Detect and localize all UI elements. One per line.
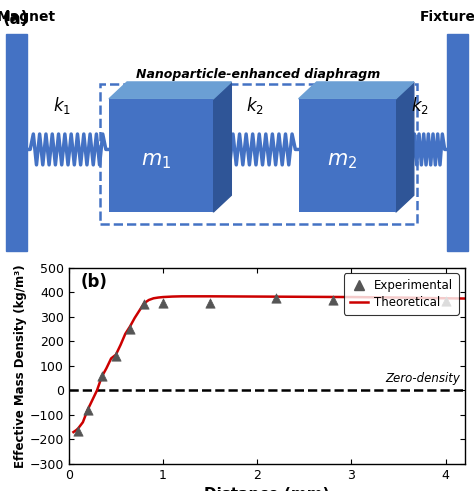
Bar: [6, 34, 27, 251]
Text: Fixture: Fixture: [420, 10, 474, 24]
Bar: [109, 99, 213, 212]
Point: [74, 427, 82, 435]
Text: Zero-density: Zero-density: [385, 372, 460, 385]
Point: [159, 300, 167, 307]
Point: [112, 352, 119, 360]
Text: Magnet: Magnet: [0, 10, 55, 24]
Text: $m_2$: $m_2$: [327, 151, 357, 171]
Point: [272, 294, 280, 302]
Text: $m_1$: $m_1$: [141, 151, 171, 171]
Text: (a): (a): [2, 10, 28, 27]
Legend: Experimental, Theoretical: Experimental, Theoretical: [344, 273, 459, 315]
X-axis label: Distance (mm): Distance (mm): [204, 488, 329, 491]
Point: [329, 296, 337, 303]
Bar: [447, 34, 468, 251]
Text: (b): (b): [81, 273, 108, 292]
Polygon shape: [299, 82, 414, 99]
Text: Nanoparticle-enhanced diaphragm: Nanoparticle-enhanced diaphragm: [136, 67, 381, 81]
Polygon shape: [109, 82, 231, 99]
Point: [206, 300, 214, 307]
Point: [140, 300, 148, 308]
Point: [442, 297, 449, 304]
Point: [84, 406, 91, 414]
Polygon shape: [213, 82, 231, 212]
Polygon shape: [396, 82, 414, 212]
Y-axis label: Effective Mass Density (kg/m³): Effective Mass Density (kg/m³): [14, 264, 27, 467]
Point: [98, 372, 106, 380]
Text: $k_2$: $k_2$: [410, 95, 428, 116]
Text: $k_2$: $k_2$: [246, 95, 264, 116]
Point: [126, 325, 134, 333]
Bar: [299, 99, 396, 212]
Text: $k_1$: $k_1$: [53, 95, 71, 116]
Bar: [100, 84, 417, 224]
